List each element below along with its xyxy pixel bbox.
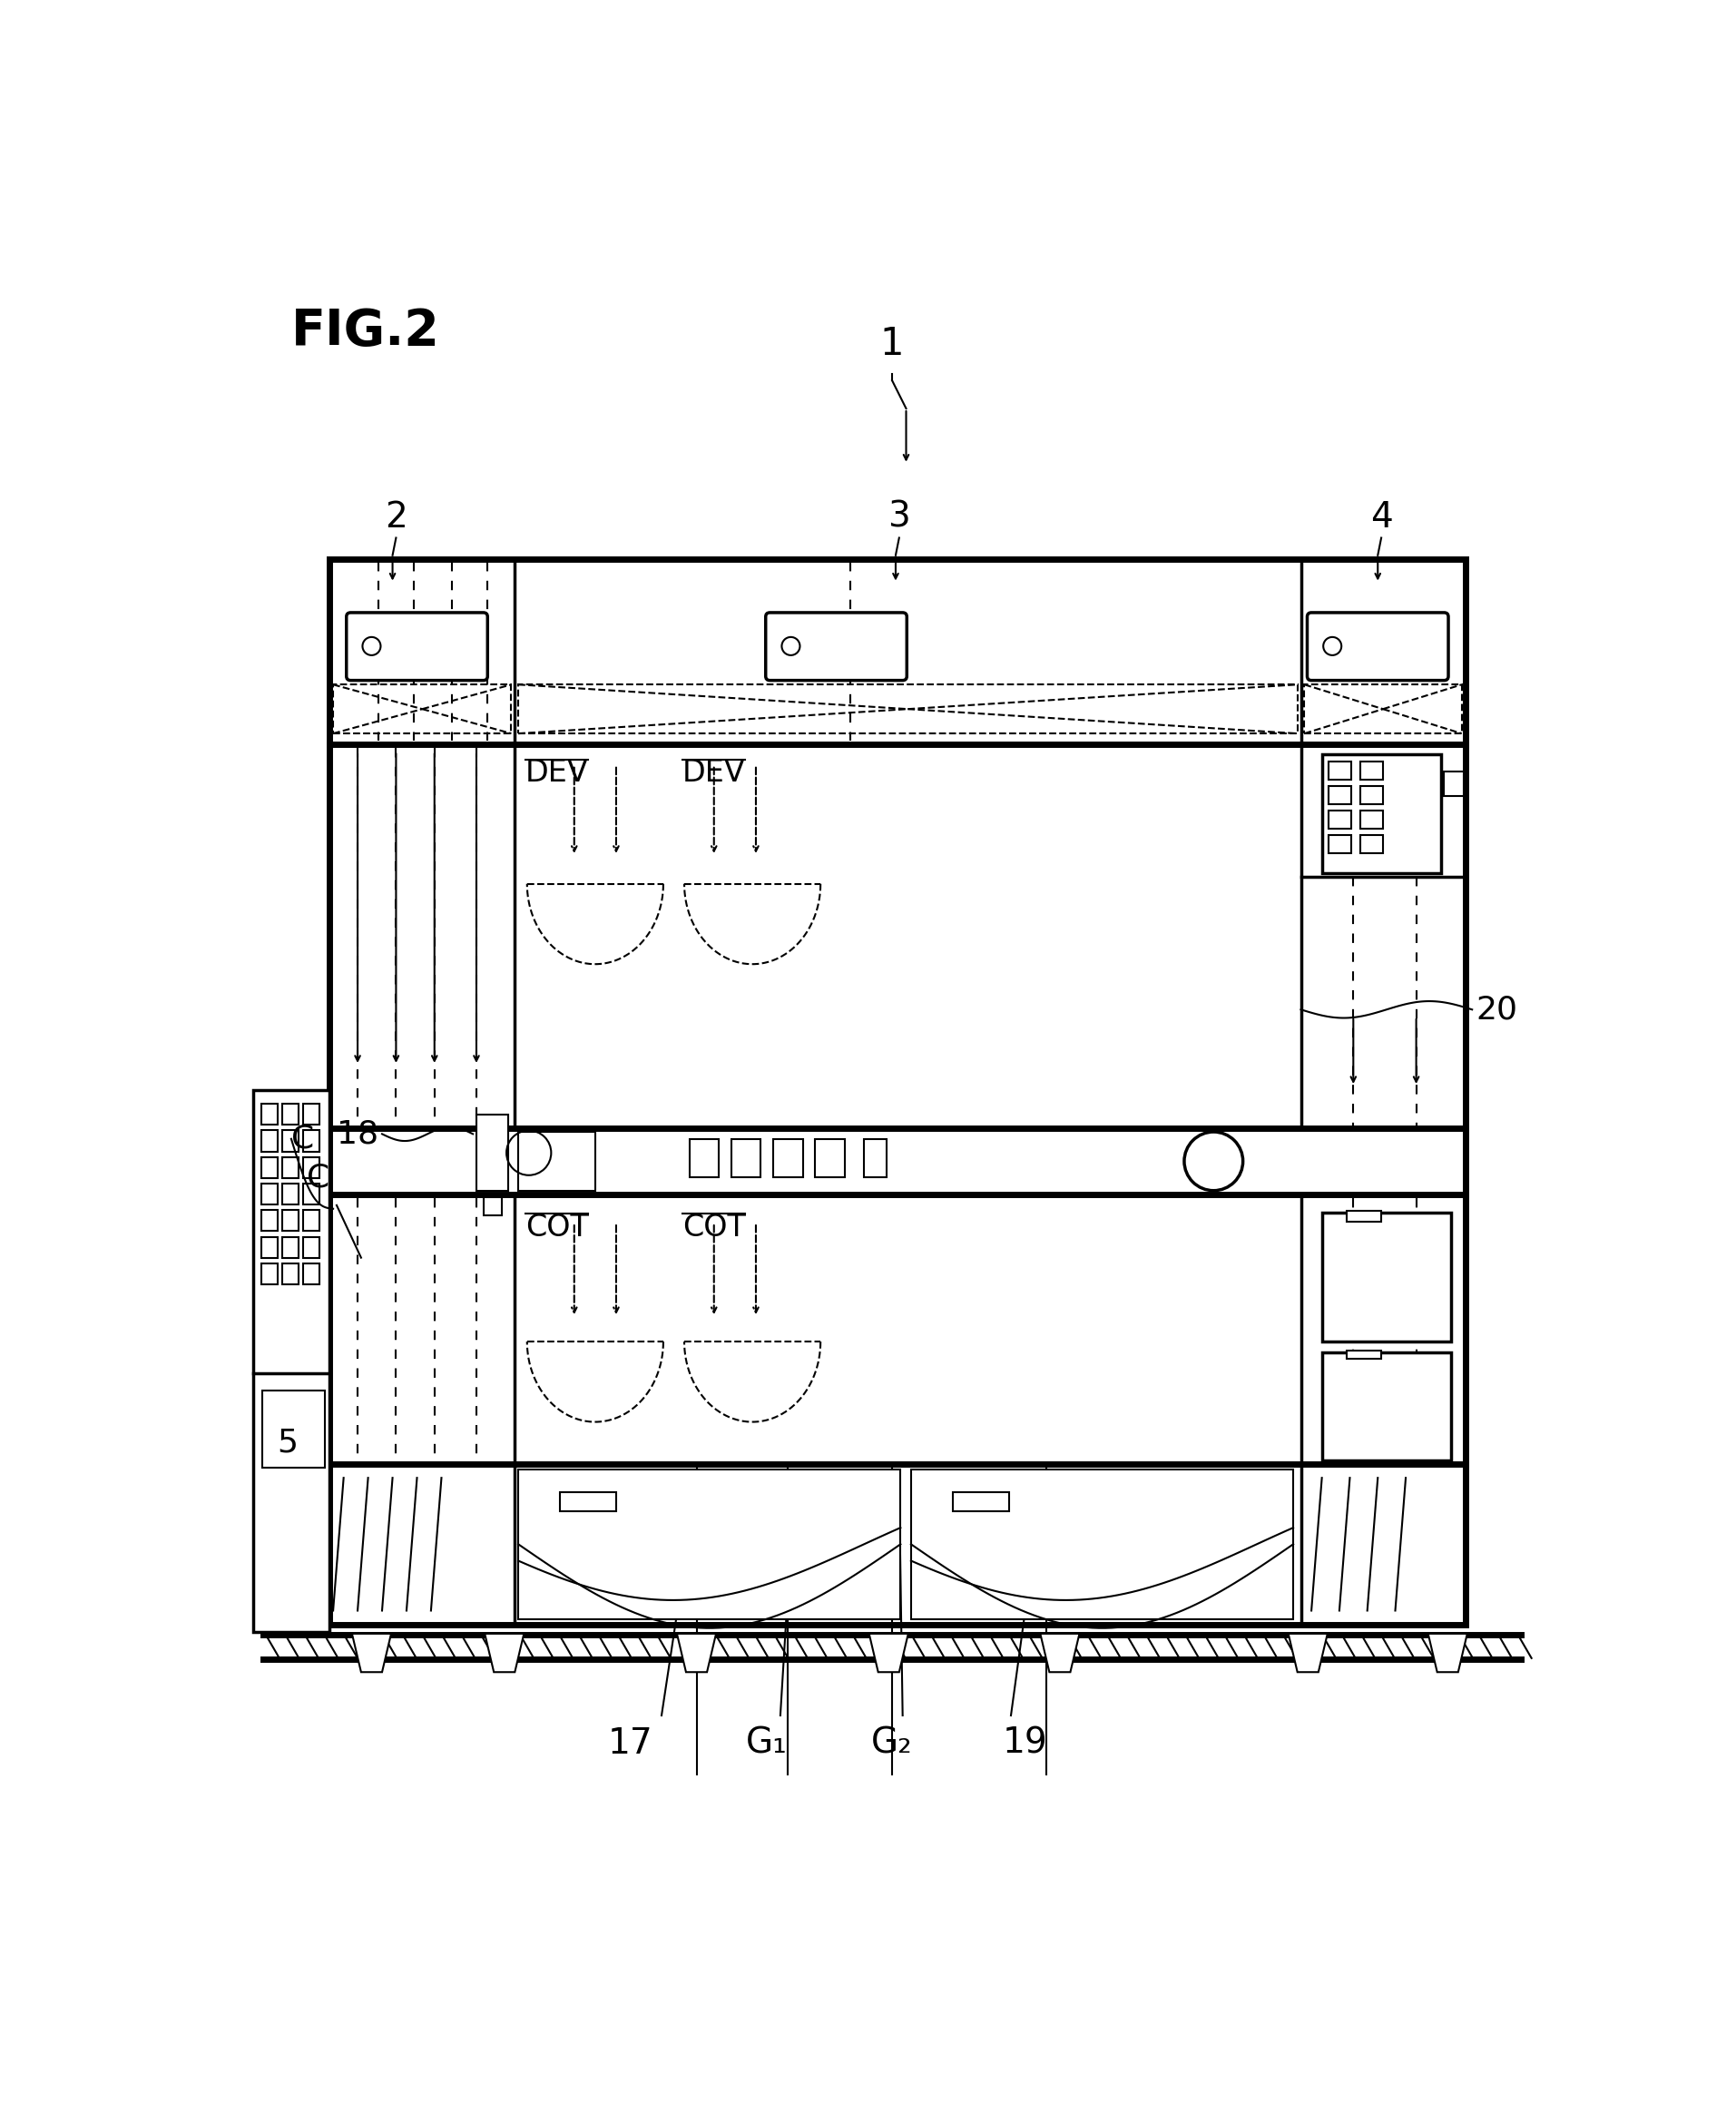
Bar — [330, 558, 1465, 1624]
Text: 19: 19 — [1002, 1726, 1047, 1760]
Bar — [1321, 1212, 1451, 1342]
Polygon shape — [1040, 1635, 1080, 1673]
Bar — [283, 1185, 299, 1204]
Text: COT: COT — [526, 1212, 589, 1242]
Bar — [260, 1185, 278, 1204]
Bar — [283, 1263, 299, 1284]
Bar — [262, 1391, 325, 1467]
FancyBboxPatch shape — [347, 614, 488, 679]
Bar — [304, 1238, 319, 1257]
Bar — [816, 1138, 845, 1178]
Bar — [283, 1104, 299, 1125]
Text: G₁: G₁ — [745, 1726, 786, 1760]
Bar — [260, 1263, 278, 1284]
Bar — [283, 1129, 299, 1151]
Bar — [1361, 762, 1382, 779]
Bar — [304, 1185, 319, 1204]
Text: 5: 5 — [278, 1427, 299, 1459]
Bar — [283, 1210, 299, 1231]
Bar — [253, 1089, 330, 1633]
Bar — [1347, 1210, 1382, 1221]
Bar — [260, 1104, 278, 1125]
Bar — [476, 1115, 509, 1191]
Polygon shape — [352, 1635, 391, 1673]
Bar — [283, 1157, 299, 1178]
Bar — [865, 1138, 887, 1178]
Text: 4: 4 — [1370, 499, 1392, 535]
FancyBboxPatch shape — [1307, 614, 1448, 679]
Text: 17: 17 — [608, 1726, 653, 1760]
Polygon shape — [1429, 1635, 1467, 1673]
Bar — [260, 1210, 278, 1231]
Bar — [1328, 786, 1351, 805]
Text: 2: 2 — [385, 499, 408, 535]
Polygon shape — [870, 1635, 908, 1673]
Bar — [1321, 1352, 1451, 1461]
Bar — [304, 1210, 319, 1231]
Bar — [1361, 811, 1382, 828]
Bar — [304, 1263, 319, 1284]
Text: DEV: DEV — [526, 758, 589, 788]
Bar — [1361, 834, 1382, 853]
Bar — [260, 1129, 278, 1151]
Bar — [333, 684, 512, 735]
Bar — [731, 1138, 760, 1178]
Bar — [283, 1238, 299, 1257]
Bar — [519, 1469, 901, 1620]
Bar — [1328, 762, 1351, 779]
Bar — [953, 1492, 1009, 1512]
Bar — [1328, 834, 1351, 853]
Bar — [260, 1238, 278, 1257]
Polygon shape — [1288, 1635, 1328, 1673]
Polygon shape — [484, 1635, 524, 1673]
Bar — [911, 1469, 1293, 1620]
Bar — [1347, 1350, 1382, 1359]
Bar — [561, 1492, 616, 1512]
Text: C: C — [307, 1161, 330, 1193]
Bar — [519, 684, 1297, 735]
Text: 3: 3 — [887, 499, 910, 535]
Bar — [1321, 754, 1441, 873]
Text: C: C — [292, 1123, 314, 1155]
Bar — [304, 1157, 319, 1178]
Bar — [773, 1138, 802, 1178]
Bar — [1361, 786, 1382, 805]
Polygon shape — [677, 1635, 715, 1673]
Bar — [689, 1138, 719, 1178]
FancyBboxPatch shape — [766, 614, 906, 679]
Bar — [483, 1197, 502, 1214]
Bar — [519, 1132, 595, 1191]
Text: FIG.2: FIG.2 — [292, 308, 439, 357]
Bar — [304, 1129, 319, 1151]
Text: DEV: DEV — [682, 758, 746, 788]
Bar — [1444, 773, 1463, 796]
Bar — [304, 1104, 319, 1125]
Bar — [1328, 811, 1351, 828]
Text: G₂: G₂ — [871, 1726, 913, 1760]
Text: 20: 20 — [1476, 994, 1517, 1025]
Bar — [260, 1157, 278, 1178]
Bar — [1304, 684, 1462, 735]
Text: 1: 1 — [880, 325, 904, 363]
Text: 18: 18 — [337, 1119, 378, 1149]
Text: COT: COT — [682, 1212, 746, 1242]
